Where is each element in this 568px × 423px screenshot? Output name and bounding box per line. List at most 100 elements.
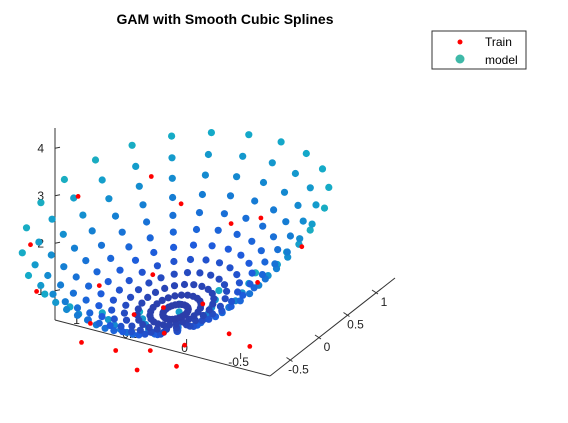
model-point	[192, 225, 201, 234]
model-point	[116, 266, 124, 274]
model-point	[153, 325, 161, 333]
model-point	[209, 300, 217, 308]
model-point	[269, 233, 278, 241]
x-tick-label: 0	[181, 341, 188, 355]
model-point	[144, 293, 152, 301]
model-point	[115, 286, 123, 294]
model-point	[165, 321, 174, 329]
model-point	[239, 291, 247, 299]
model-point	[97, 241, 106, 249]
y-tick-mark	[343, 312, 350, 317]
model-point	[233, 173, 241, 181]
model-point	[299, 217, 307, 225]
model-point	[109, 296, 117, 304]
z-tick-label: 3	[37, 189, 44, 203]
model-point	[195, 209, 204, 217]
model-point	[226, 264, 234, 272]
model-point	[158, 296, 166, 304]
model-point	[169, 211, 177, 219]
model-point	[118, 228, 126, 236]
model-point	[186, 255, 195, 264]
model-point	[93, 268, 101, 276]
model-point	[257, 247, 265, 255]
model-point	[171, 301, 179, 309]
model-point	[215, 259, 224, 267]
model-point	[48, 215, 56, 223]
model-point	[226, 192, 235, 200]
model-point	[223, 287, 231, 295]
model-point	[134, 286, 143, 294]
train-point	[148, 174, 154, 179]
y-tick-label: 0	[324, 340, 331, 354]
model-point	[22, 224, 31, 232]
model-point	[296, 235, 304, 243]
model-point	[49, 290, 57, 298]
train-point	[258, 215, 264, 221]
model-point	[235, 279, 243, 287]
model-point	[60, 263, 68, 271]
train-point	[299, 244, 305, 250]
model-point	[170, 270, 178, 278]
model-point	[204, 150, 212, 159]
model-point	[164, 294, 172, 302]
model-point	[233, 271, 241, 279]
model-point	[110, 327, 118, 335]
train-point	[161, 330, 167, 336]
model-point	[302, 149, 310, 158]
model-point	[234, 288, 242, 296]
model-point	[205, 306, 213, 314]
model-point	[125, 277, 133, 285]
model-point	[79, 211, 87, 219]
z-tick-mark	[54, 146, 61, 149]
model-point	[104, 278, 112, 286]
model-point	[308, 220, 316, 228]
model-point	[189, 292, 197, 300]
train-point	[96, 283, 102, 288]
train-point	[182, 342, 188, 348]
model-point	[106, 321, 114, 330]
z-tick-mark	[54, 241, 61, 244]
model-point	[150, 248, 158, 257]
model-point	[259, 178, 268, 187]
model-point	[284, 253, 292, 261]
model-point	[18, 249, 26, 257]
model-point	[125, 243, 133, 251]
legend: Train model	[431, 30, 527, 70]
model-point	[72, 273, 80, 281]
legend-label-train: Train	[485, 35, 512, 49]
model-point	[198, 282, 206, 290]
model-point	[85, 282, 93, 290]
model-point	[207, 129, 215, 137]
y-tick-mark	[371, 289, 379, 295]
model-point	[47, 251, 55, 259]
train-point	[255, 280, 260, 285]
train-point	[134, 367, 140, 373]
model-point	[122, 301, 130, 309]
model-point	[139, 201, 147, 209]
model-point	[153, 262, 161, 270]
train-point	[228, 221, 234, 227]
model-point	[57, 281, 65, 289]
model-point	[207, 271, 215, 279]
x-tick-label: 1	[73, 313, 80, 327]
y-tick-label: 1	[381, 295, 388, 309]
model-point	[320, 204, 329, 212]
z-tick-label: 4	[37, 141, 44, 155]
model-point	[271, 260, 279, 268]
model-point	[242, 214, 250, 222]
model-point	[108, 306, 116, 314]
model-point	[157, 274, 165, 282]
model-point	[259, 222, 267, 230]
model-point	[199, 311, 207, 320]
train-points	[28, 174, 305, 373]
model-point	[220, 281, 229, 289]
model-point	[325, 183, 333, 191]
model-point	[183, 269, 192, 277]
model-point	[111, 212, 120, 220]
model-point	[95, 319, 103, 327]
model-point	[97, 290, 105, 298]
model-point	[117, 322, 125, 330]
model-point	[143, 218, 151, 226]
model-point	[151, 288, 160, 296]
